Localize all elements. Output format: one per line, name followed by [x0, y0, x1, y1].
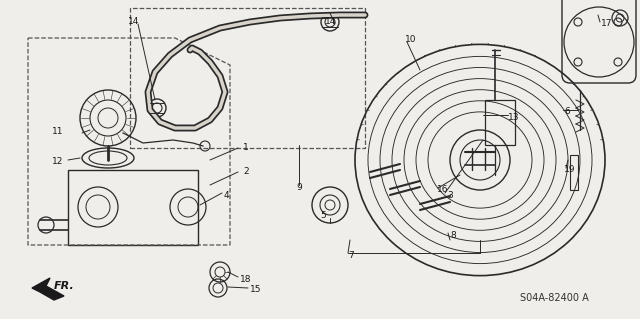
Bar	[485, 100, 515, 145]
Text: 10: 10	[405, 35, 417, 44]
Text: 9: 9	[296, 183, 301, 192]
Text: 7: 7	[348, 250, 354, 259]
Polygon shape	[32, 278, 64, 300]
Text: 1: 1	[243, 143, 249, 152]
Text: 5: 5	[320, 211, 326, 219]
Text: 6: 6	[564, 108, 570, 116]
Bar	[68, 170, 198, 245]
Text: 13: 13	[508, 113, 520, 122]
Bar	[570, 155, 578, 190]
Bar	[130, 8, 365, 148]
Text: 14: 14	[325, 18, 337, 26]
Text: 18: 18	[240, 275, 252, 284]
Text: 3: 3	[447, 190, 452, 199]
Text: 15: 15	[250, 286, 262, 294]
Text: 16: 16	[437, 186, 449, 195]
Text: FR.: FR.	[54, 281, 75, 291]
Text: 2: 2	[243, 167, 248, 176]
Text: 11: 11	[52, 128, 63, 137]
Text: 19: 19	[564, 166, 575, 174]
Text: 4: 4	[224, 190, 230, 199]
Text: 8: 8	[450, 231, 456, 240]
Text: 17: 17	[601, 19, 612, 28]
Text: S04A-82400 A: S04A-82400 A	[520, 293, 589, 303]
Text: 14: 14	[128, 18, 140, 26]
Text: 12: 12	[52, 158, 63, 167]
